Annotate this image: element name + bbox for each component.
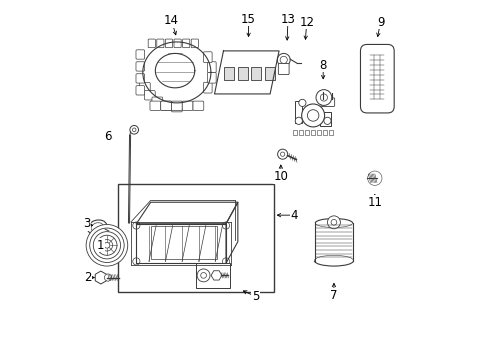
FancyBboxPatch shape	[208, 62, 216, 72]
Circle shape	[368, 171, 382, 185]
Circle shape	[278, 149, 288, 159]
Circle shape	[372, 175, 378, 181]
Bar	[305, 130, 309, 135]
FancyBboxPatch shape	[157, 39, 164, 48]
Circle shape	[277, 53, 290, 66]
Circle shape	[295, 117, 302, 125]
Circle shape	[280, 152, 285, 156]
Circle shape	[324, 117, 331, 125]
Circle shape	[222, 222, 230, 229]
Bar	[293, 130, 297, 135]
Bar	[151, 226, 217, 258]
Circle shape	[90, 228, 124, 262]
Circle shape	[302, 104, 324, 127]
Bar	[223, 67, 234, 80]
Circle shape	[331, 220, 337, 225]
FancyBboxPatch shape	[136, 50, 145, 59]
Text: 4: 4	[291, 209, 298, 222]
FancyBboxPatch shape	[193, 101, 204, 111]
FancyBboxPatch shape	[161, 101, 172, 111]
FancyBboxPatch shape	[191, 39, 198, 48]
Text: 6: 6	[104, 130, 112, 144]
Text: 3: 3	[83, 217, 90, 230]
Text: 10: 10	[273, 170, 288, 183]
Circle shape	[316, 90, 332, 105]
Bar	[299, 130, 303, 135]
Text: 12: 12	[299, 16, 314, 29]
Circle shape	[197, 269, 210, 282]
FancyBboxPatch shape	[152, 97, 163, 106]
FancyBboxPatch shape	[150, 101, 161, 111]
Circle shape	[299, 99, 306, 107]
Text: 1: 1	[97, 239, 104, 252]
Bar	[265, 67, 274, 80]
Circle shape	[369, 172, 381, 184]
Circle shape	[97, 235, 117, 255]
Circle shape	[327, 216, 341, 229]
FancyBboxPatch shape	[321, 98, 335, 107]
FancyBboxPatch shape	[182, 101, 193, 111]
Text: 7: 7	[330, 289, 338, 302]
FancyBboxPatch shape	[208, 72, 216, 83]
Circle shape	[201, 273, 206, 278]
Bar	[323, 130, 327, 135]
Bar	[317, 130, 321, 135]
Circle shape	[104, 274, 112, 281]
FancyBboxPatch shape	[145, 91, 155, 100]
Circle shape	[280, 56, 287, 63]
Ellipse shape	[91, 223, 103, 232]
Bar	[196, 263, 230, 288]
Circle shape	[133, 222, 140, 229]
FancyBboxPatch shape	[203, 52, 212, 63]
Text: 9: 9	[377, 16, 384, 29]
Text: 5: 5	[252, 290, 259, 303]
Circle shape	[370, 174, 379, 183]
FancyBboxPatch shape	[136, 74, 145, 83]
Text: 14: 14	[164, 14, 179, 27]
Bar	[118, 184, 274, 292]
FancyBboxPatch shape	[172, 101, 182, 111]
Circle shape	[132, 128, 136, 132]
FancyBboxPatch shape	[174, 39, 181, 48]
Circle shape	[222, 258, 230, 265]
Polygon shape	[295, 101, 302, 123]
Bar	[238, 67, 248, 80]
FancyBboxPatch shape	[136, 86, 145, 95]
Circle shape	[130, 126, 139, 134]
Circle shape	[104, 242, 110, 248]
FancyBboxPatch shape	[203, 82, 212, 93]
Circle shape	[307, 110, 319, 121]
Bar	[251, 67, 261, 80]
Text: 15: 15	[241, 13, 256, 26]
FancyBboxPatch shape	[172, 103, 182, 112]
FancyBboxPatch shape	[136, 62, 145, 71]
FancyBboxPatch shape	[183, 39, 190, 48]
Text: 13: 13	[281, 13, 295, 26]
FancyBboxPatch shape	[361, 44, 394, 113]
Circle shape	[133, 258, 140, 265]
FancyBboxPatch shape	[148, 39, 155, 48]
Polygon shape	[320, 112, 331, 126]
Circle shape	[320, 94, 327, 101]
FancyBboxPatch shape	[140, 82, 150, 92]
Circle shape	[93, 231, 121, 259]
Text: 11: 11	[368, 196, 382, 209]
Bar	[311, 130, 315, 135]
Circle shape	[101, 239, 113, 251]
Ellipse shape	[88, 220, 107, 235]
Bar	[329, 130, 333, 135]
Text: 8: 8	[319, 59, 327, 72]
FancyBboxPatch shape	[161, 101, 171, 111]
Circle shape	[86, 225, 128, 266]
Text: 2: 2	[84, 271, 92, 284]
FancyBboxPatch shape	[278, 63, 289, 75]
FancyBboxPatch shape	[166, 39, 172, 48]
